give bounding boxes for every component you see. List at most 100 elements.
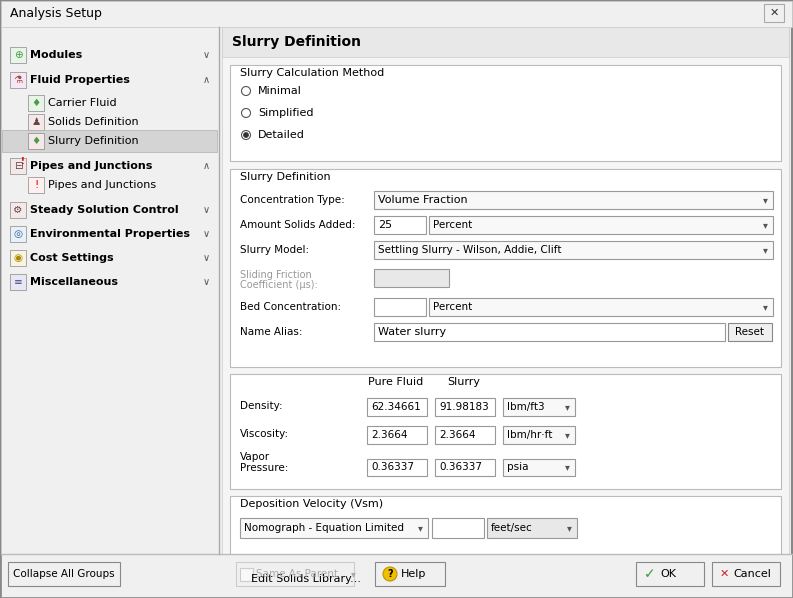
Circle shape <box>242 87 251 96</box>
Text: Slurry Model:: Slurry Model: <box>240 245 309 255</box>
Bar <box>240 518 428 538</box>
Text: ▾: ▾ <box>763 220 768 230</box>
Bar <box>374 191 773 209</box>
Bar <box>236 562 354 586</box>
Text: ∨: ∨ <box>202 277 209 287</box>
Bar <box>503 426 575 444</box>
Text: ✓: ✓ <box>644 567 656 581</box>
Bar <box>10 250 26 266</box>
Text: Minimal: Minimal <box>258 86 302 96</box>
Text: Volume Fraction: Volume Fraction <box>378 195 468 205</box>
Text: ♟: ♟ <box>32 117 40 127</box>
Text: !: ! <box>34 180 38 190</box>
Text: ?: ? <box>387 569 393 579</box>
Text: ⚗: ⚗ <box>13 75 23 85</box>
Text: ♦: ♦ <box>32 98 40 108</box>
Text: ◎: ◎ <box>13 229 22 239</box>
Circle shape <box>242 130 251 139</box>
Bar <box>28 95 44 111</box>
Bar <box>222 27 789 57</box>
Text: Steady Solution Control: Steady Solution Control <box>30 205 178 215</box>
Text: Density:: Density: <box>240 401 282 411</box>
Text: ∧: ∧ <box>202 75 209 85</box>
Text: ◉: ◉ <box>13 253 22 263</box>
Text: Slurry Definition: Slurry Definition <box>232 35 361 49</box>
Text: Deposition Velocity (Vsm): Deposition Velocity (Vsm) <box>240 499 383 509</box>
Bar <box>10 274 26 290</box>
Bar <box>1 554 792 597</box>
Text: 0.36337: 0.36337 <box>371 462 414 472</box>
Text: psia: psia <box>507 462 528 472</box>
Bar <box>636 562 704 586</box>
Bar <box>28 114 44 130</box>
Text: Analysis Setup: Analysis Setup <box>10 8 102 20</box>
Bar <box>10 226 26 242</box>
Text: ▾: ▾ <box>418 523 423 533</box>
Text: ∧: ∧ <box>202 161 209 171</box>
Bar <box>435 398 495 416</box>
Bar <box>1 27 219 554</box>
Bar <box>10 47 26 63</box>
Text: Same As Parent: Same As Parent <box>256 569 338 579</box>
Circle shape <box>242 108 251 117</box>
Text: lbm/ft3: lbm/ft3 <box>507 402 545 412</box>
Text: Fluid Properties: Fluid Properties <box>30 75 130 85</box>
Text: Carrier Fluid: Carrier Fluid <box>48 98 117 108</box>
Text: 0.36337: 0.36337 <box>439 462 482 472</box>
Bar <box>10 72 26 88</box>
Bar <box>429 216 773 234</box>
Text: Pure Fluid: Pure Fluid <box>369 377 423 387</box>
Text: ⚙: ⚙ <box>13 205 23 215</box>
Text: Simplified: Simplified <box>258 108 313 118</box>
Text: Name Alias:: Name Alias: <box>240 327 302 337</box>
Text: Edit Solids Library...: Edit Solids Library... <box>251 574 361 584</box>
Bar <box>230 169 781 367</box>
Text: Miscellaneous: Miscellaneous <box>30 277 118 287</box>
Text: !: ! <box>21 157 25 166</box>
Text: Pressure:: Pressure: <box>240 463 289 473</box>
Text: Cancel: Cancel <box>733 569 771 579</box>
Bar <box>240 568 253 581</box>
Bar <box>374 269 449 287</box>
Circle shape <box>243 133 248 138</box>
Text: Reset: Reset <box>735 327 764 337</box>
Text: ▾: ▾ <box>565 402 569 412</box>
Text: feet/sec: feet/sec <box>491 523 533 533</box>
Bar <box>222 27 789 554</box>
Text: ▾: ▾ <box>351 569 355 579</box>
Text: Viscosity:: Viscosity: <box>240 429 289 439</box>
Text: Slurry Definition: Slurry Definition <box>48 136 139 146</box>
Text: Concentration Type:: Concentration Type: <box>240 195 345 205</box>
Bar <box>503 459 575 476</box>
Bar <box>435 426 495 444</box>
Bar <box>487 518 577 538</box>
Text: Percent: Percent <box>433 302 473 312</box>
Text: Bed Concentration:: Bed Concentration: <box>240 302 341 312</box>
Text: Water slurry: Water slurry <box>378 327 446 337</box>
Text: OK: OK <box>660 569 676 579</box>
Bar <box>374 216 426 234</box>
Text: ♦: ♦ <box>32 136 40 146</box>
Text: ✕: ✕ <box>769 8 779 18</box>
Bar <box>764 4 784 22</box>
Bar <box>1 1 792 27</box>
Bar <box>435 459 495 476</box>
Bar <box>240 568 372 590</box>
Text: Sliding Friction: Sliding Friction <box>240 270 312 280</box>
Text: Cost Settings: Cost Settings <box>30 253 113 263</box>
Text: ⊟: ⊟ <box>13 161 22 171</box>
Text: 91.98183: 91.98183 <box>439 402 488 412</box>
Text: Pipes and Junctions: Pipes and Junctions <box>48 180 156 190</box>
Bar <box>374 241 773 259</box>
Bar <box>374 298 426 316</box>
Bar <box>432 518 484 538</box>
Text: ∨: ∨ <box>202 50 209 60</box>
Text: Pipes and Junctions: Pipes and Junctions <box>30 161 152 171</box>
Text: Slurry: Slurry <box>447 377 481 387</box>
Text: Modules: Modules <box>30 50 82 60</box>
Text: Help: Help <box>401 569 427 579</box>
Bar <box>28 177 44 193</box>
Text: 62.34661: 62.34661 <box>371 402 421 412</box>
Bar <box>367 459 427 476</box>
Text: Detailed: Detailed <box>258 130 305 140</box>
